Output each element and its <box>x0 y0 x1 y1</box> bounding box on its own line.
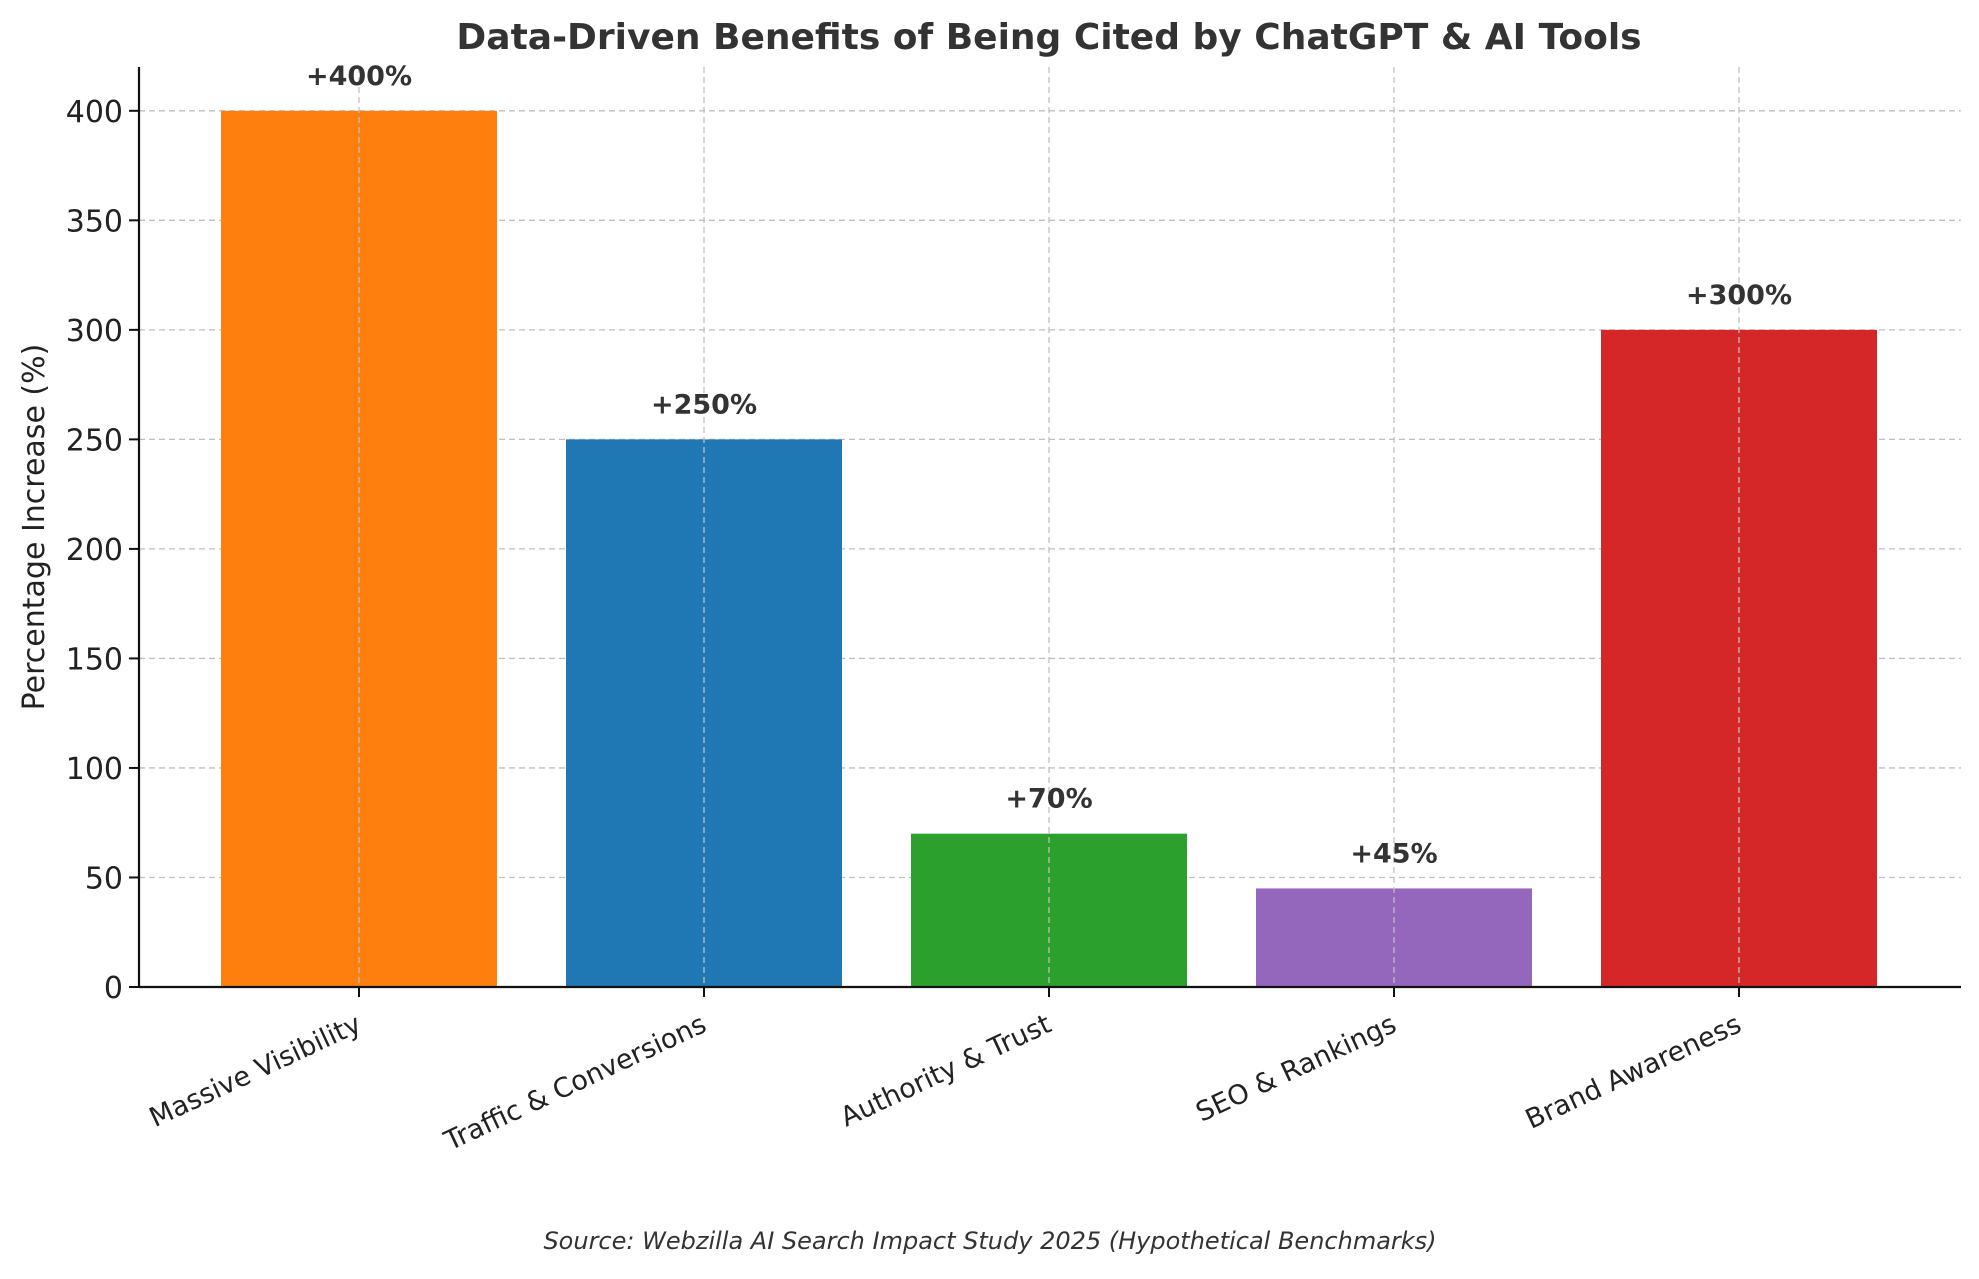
data-label: +400% <box>306 61 412 92</box>
x-tick-label: Traffic & Conversions <box>439 1009 711 1158</box>
y-tick-label: 150 <box>66 642 123 677</box>
data-label: +250% <box>651 389 757 420</box>
data-label: +70% <box>1005 784 1092 815</box>
y-tick-label: 250 <box>66 423 123 458</box>
x-tick-label: SEO & Rankings <box>1191 1009 1401 1129</box>
y-tick-label: 200 <box>66 533 123 568</box>
x-tick-label: Massive Visibility <box>145 1009 366 1134</box>
y-tick-label: 100 <box>66 752 123 787</box>
source-note: Source: Webzilla AI Search Impact Study … <box>543 1227 1436 1255</box>
y-tick-label: 300 <box>66 314 123 349</box>
data-label: +300% <box>1686 280 1792 311</box>
y-axis-label: Percentage Increase (%) <box>17 344 52 711</box>
y-tick-label: 350 <box>66 204 123 239</box>
y-tick-label: 400 <box>66 95 123 130</box>
chart-title: Data-Driven Benefits of Being Cited by C… <box>456 17 1641 58</box>
axes-layer <box>129 67 1961 997</box>
y-tick-label: 50 <box>85 861 123 896</box>
y-tick-label: 0 <box>104 971 123 1006</box>
data-label: +45% <box>1350 838 1437 869</box>
vgrid-layer <box>358 67 1740 987</box>
x-tick-label: Brand Awareness <box>1521 1009 1746 1136</box>
x-tick-label: Authority & Trust <box>836 1009 1056 1134</box>
